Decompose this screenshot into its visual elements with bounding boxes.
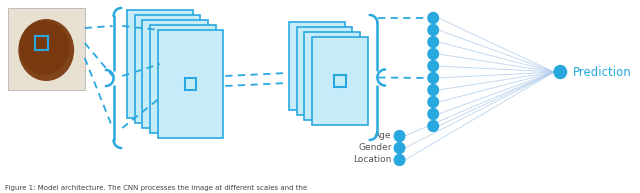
Bar bbox=[296, 27, 353, 115]
Bar bbox=[135, 15, 200, 123]
Ellipse shape bbox=[22, 36, 59, 72]
Bar bbox=[312, 37, 368, 125]
Circle shape bbox=[428, 73, 438, 84]
Bar bbox=[289, 22, 345, 110]
Bar bbox=[143, 20, 208, 128]
Circle shape bbox=[428, 60, 438, 71]
Text: Age: Age bbox=[374, 131, 392, 141]
Circle shape bbox=[428, 108, 438, 119]
Ellipse shape bbox=[19, 19, 74, 81]
Text: Location: Location bbox=[353, 156, 392, 164]
Bar bbox=[8, 8, 84, 90]
Ellipse shape bbox=[31, 43, 65, 73]
Bar bbox=[304, 32, 360, 120]
Circle shape bbox=[394, 130, 405, 141]
Bar bbox=[185, 78, 196, 90]
Text: Figure 1: Model architecture. The CNN processes the image at different scales an: Figure 1: Model architecture. The CNN pr… bbox=[5, 185, 307, 191]
Bar bbox=[150, 25, 216, 133]
Circle shape bbox=[428, 25, 438, 36]
Circle shape bbox=[428, 85, 438, 96]
Circle shape bbox=[428, 48, 438, 59]
Bar bbox=[127, 10, 193, 118]
Circle shape bbox=[394, 155, 405, 166]
Bar bbox=[334, 75, 346, 87]
Ellipse shape bbox=[19, 21, 69, 75]
Circle shape bbox=[554, 65, 566, 79]
Ellipse shape bbox=[31, 24, 69, 68]
Circle shape bbox=[394, 142, 405, 153]
Text: Prediction: Prediction bbox=[573, 65, 632, 79]
Bar bbox=[158, 30, 223, 138]
Text: Gender: Gender bbox=[358, 144, 392, 152]
Circle shape bbox=[428, 36, 438, 47]
Circle shape bbox=[428, 96, 438, 108]
Circle shape bbox=[428, 120, 438, 131]
Circle shape bbox=[428, 13, 438, 24]
Bar bbox=[35, 36, 48, 50]
